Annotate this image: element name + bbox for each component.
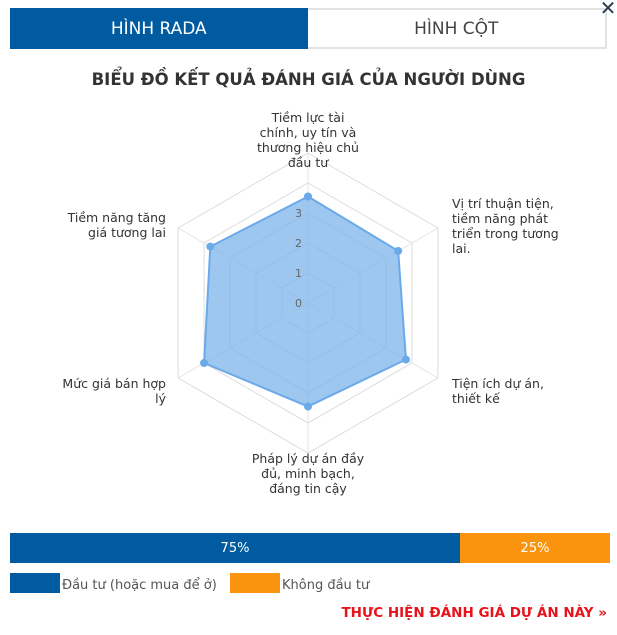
axis-label-line: lai.	[452, 241, 471, 256]
data-point	[401, 355, 410, 364]
axis-label-line: đầu tư	[287, 155, 329, 170]
legend-label: Đầu tư (hoặc mua để ở)	[62, 578, 217, 593]
axis-label-line: giá tương lai	[88, 225, 166, 240]
axis-label-line: Pháp lý dự án đầy	[251, 451, 365, 466]
axis-label-4: Mức giá bán hợp lý	[62, 376, 166, 406]
axis-label-line: Mức giá bán hợp	[62, 376, 166, 391]
rate-project-link[interactable]: THỰC HIỆN ĐÁNH GIÁ DỰ ÁN NÀY »	[341, 605, 607, 621]
close-icon[interactable]: ✕	[599, 0, 617, 20]
segment-not-invest: 25%	[460, 533, 610, 563]
data-point	[200, 359, 209, 367]
axis-label-line: triển trong tương	[452, 226, 559, 241]
segment-invest: 75%	[10, 533, 460, 563]
chart-tabs: HÌNH RADA HÌNH CỘT	[10, 8, 607, 49]
legend-invest: Đầu tư (hoặc mua để ở)	[10, 573, 217, 593]
tab-column[interactable]: HÌNH CỘT	[307, 8, 607, 49]
data-point	[304, 402, 312, 411]
axis-label-0: Tiềm lực tài chính, uy tín và thương hiệ…	[208, 110, 408, 170]
axis-label-3: Pháp lý dự án đầy đủ, minh bạch, đáng ti…	[208, 451, 408, 496]
axis-label-line: Tiềm lực tài	[271, 110, 345, 125]
tick-label: 2	[295, 237, 302, 250]
axis-label-line: thương hiệu chủ	[257, 140, 359, 155]
legend-swatch	[10, 573, 60, 593]
legend-label: Không đầu tư	[282, 578, 370, 593]
tick-label: 0	[295, 297, 302, 310]
data-area	[203, 195, 407, 408]
axis-label-line: Tiện ích dự án,	[452, 376, 544, 391]
investment-split-bar: 75% 25%	[10, 533, 610, 563]
axis-label-line: đáng tin cậy	[269, 481, 347, 496]
tick-label: 3	[295, 207, 302, 220]
axis-label-line: Vị trí thuận tiện,	[452, 196, 554, 211]
radar-chart: 0 1 2 3	[177, 152, 439, 454]
axis-label-5: Tiềm năng tăng giá tương lai	[68, 210, 166, 240]
data-point	[304, 192, 312, 201]
data-point	[394, 246, 403, 255]
axis-label-2: Tiện ích dự án, thiết kế	[452, 376, 544, 406]
axis-label-line: lý	[155, 391, 166, 406]
tab-radar[interactable]: HÌNH RADA	[10, 8, 308, 49]
data-point	[206, 242, 215, 251]
chart-title: BIỂU ĐỒ KẾT QUẢ ĐÁNH GIÁ CỦA NGƯỜI DÙNG	[91, 70, 526, 89]
axis-label-1: Vị trí thuận tiện, tiềm năng phát triển …	[452, 196, 559, 256]
axis-label-line: tiềm năng phát	[452, 211, 549, 226]
tick-label: 1	[295, 267, 302, 280]
axis-label-line: đủ, minh bạch,	[261, 466, 355, 481]
axis-label-line: chính, uy tín và	[259, 125, 357, 140]
legend-swatch	[230, 573, 280, 593]
legend-not-invest: Không đầu tư	[230, 573, 369, 593]
axis-label-line: Tiềm năng tăng	[67, 210, 166, 225]
axis-label-line: thiết kế	[452, 391, 500, 406]
